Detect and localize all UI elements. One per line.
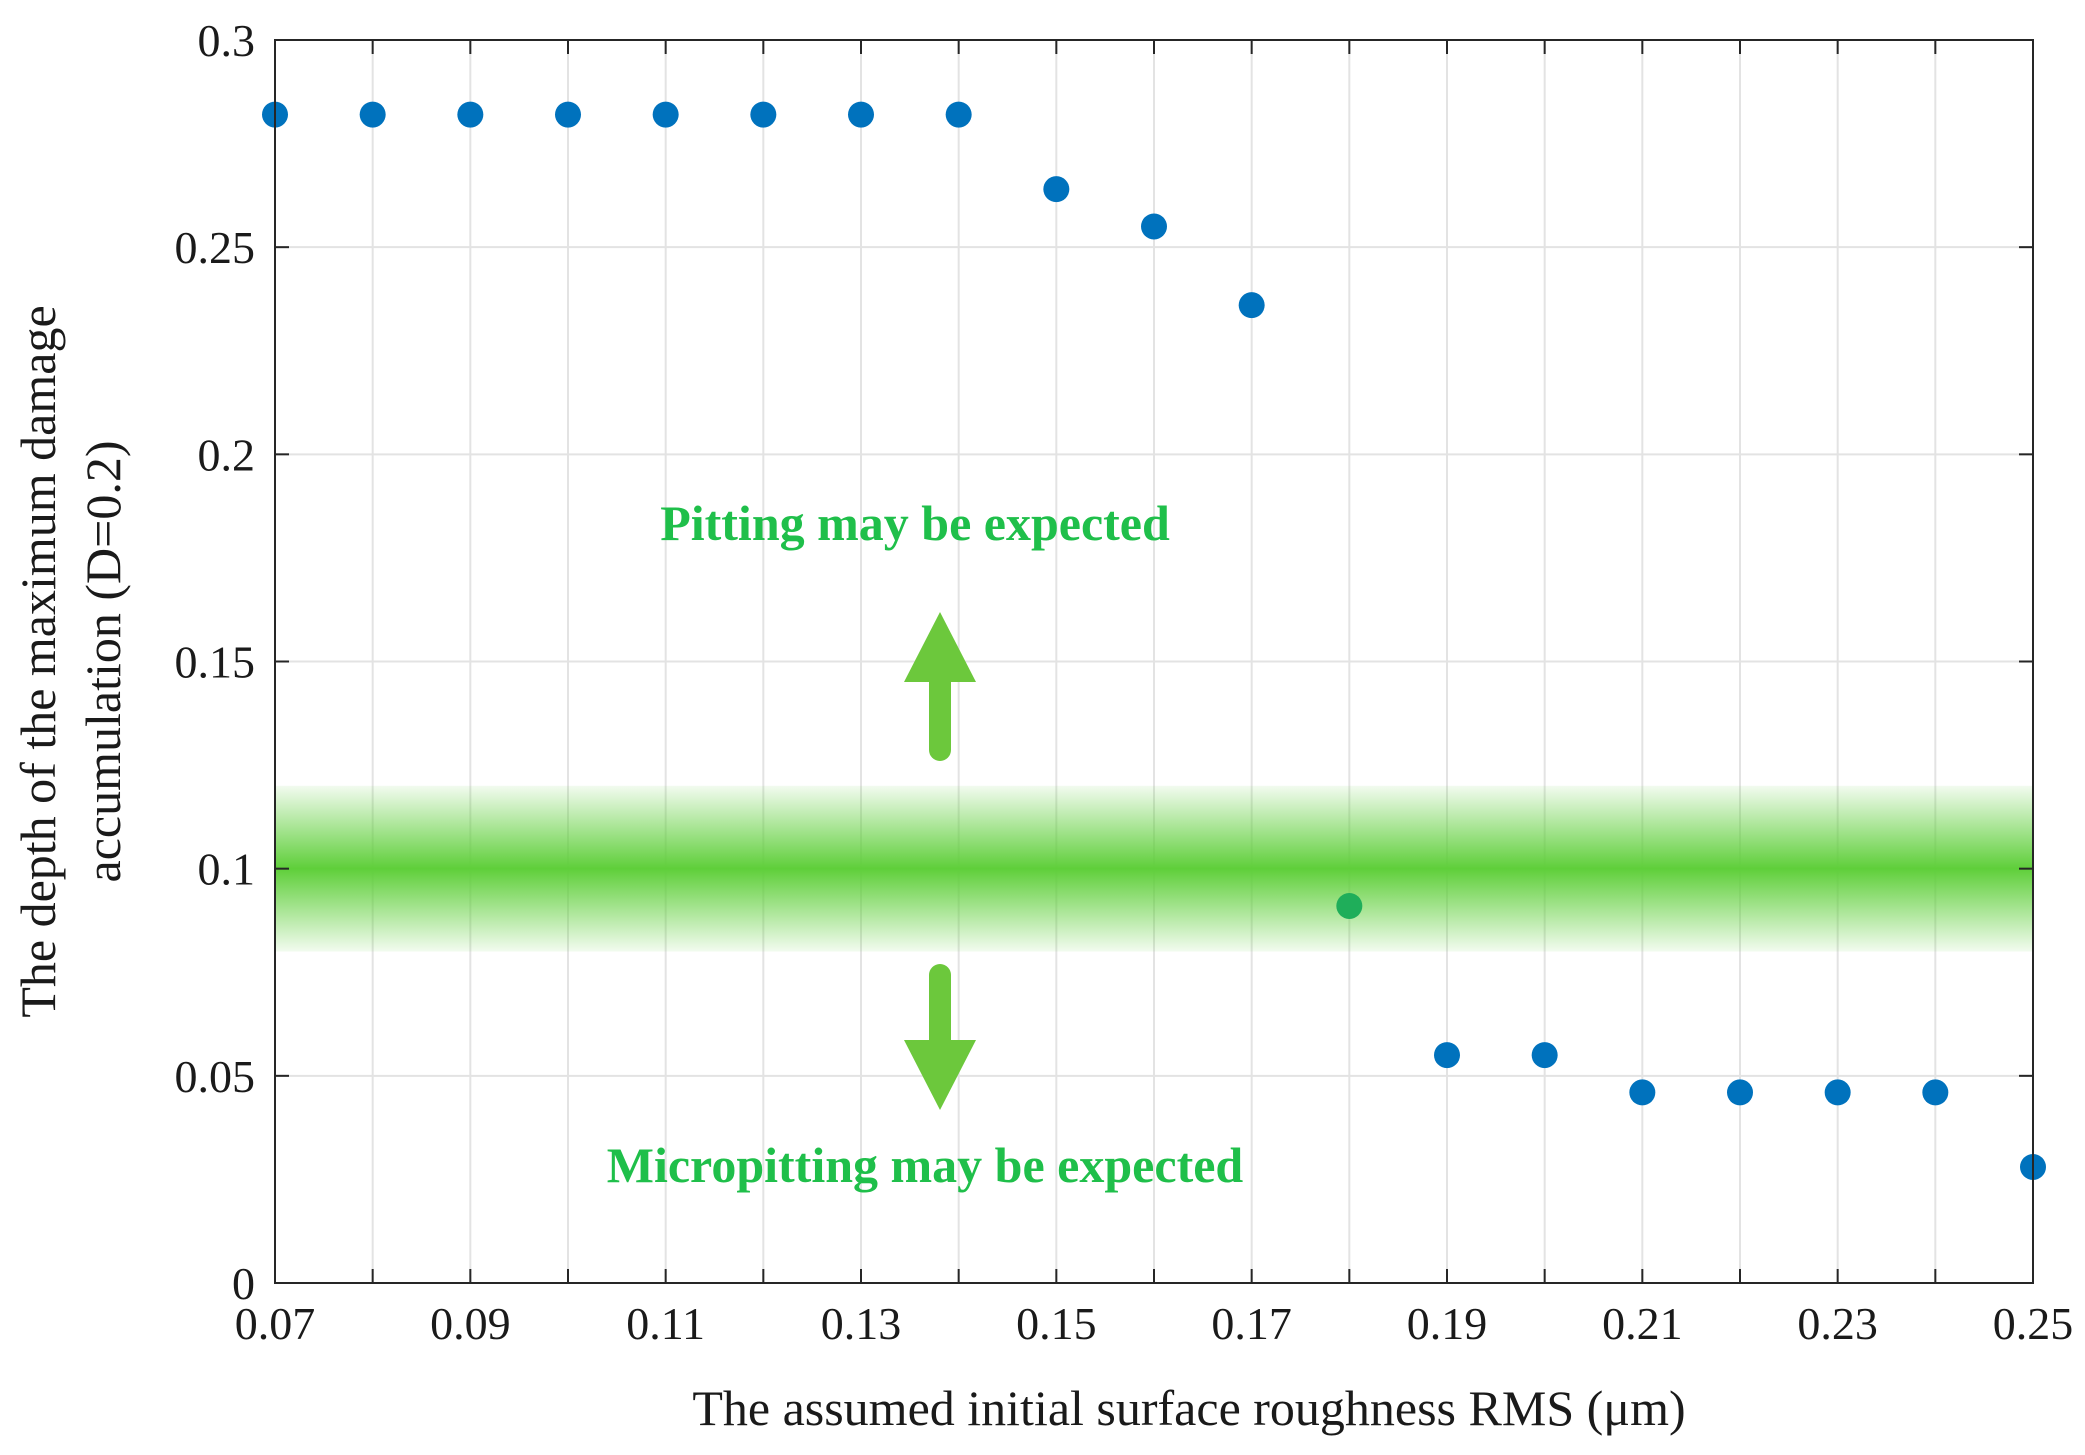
data-point: [945, 101, 972, 128]
arrows: [904, 612, 976, 1110]
x-tick-label: 0.25: [1993, 1298, 2074, 1349]
x-tick-label: 0.21: [1602, 1298, 1683, 1349]
y-tick-label: 0.1: [198, 844, 256, 895]
micropitting-annotation: Micropitting may be expected: [607, 1137, 1244, 1193]
data-point: [1238, 292, 1265, 319]
y-axis-title: The depth of the maximum damage accumula…: [10, 305, 131, 1017]
data-point: [1043, 176, 1070, 203]
tick-labels: 0.07 0.09 0.11 0.13 0.15 0.17 0.19 0.21 0.23 0.25…: [175, 15, 2074, 1349]
data-point: [652, 101, 679, 128]
x-tick-label: 0.17: [1211, 1298, 1292, 1349]
up-arrow-head: [904, 612, 976, 682]
x-tick-label: 0.07: [235, 1298, 316, 1349]
data-point: [750, 101, 777, 128]
x-tick-label: 0.19: [1407, 1298, 1488, 1349]
data-point: [1727, 1079, 1753, 1106]
y-tick-label: 0.3: [198, 15, 256, 66]
data-point: [1922, 1079, 1949, 1106]
x-axis-title: The assumed initial surface roughness RM…: [692, 1380, 1685, 1436]
data-point: [1629, 1079, 1656, 1106]
data-point: [848, 101, 874, 128]
highlight-data-point: [1336, 892, 1363, 919]
expected-damage-band: [275, 785, 2033, 952]
x-tick-label: 0.09: [430, 1298, 511, 1349]
data-point: [1531, 1042, 1558, 1069]
y-axis-title-line1: The depth of the maximum damage: [10, 305, 66, 1017]
data-point: [1141, 213, 1167, 240]
y-tick-label: 0: [232, 1258, 255, 1309]
y-axis-title-line2: accumulation (D=0.2): [75, 441, 131, 883]
data-point: [555, 101, 581, 128]
data-point: [1434, 1042, 1460, 1069]
down-arrow-head: [904, 1040, 976, 1110]
data-point: [457, 101, 484, 128]
x-tick-label: 0.13: [821, 1298, 902, 1349]
x-tick-label: 0.11: [626, 1298, 705, 1349]
y-tick-label: 0.05: [175, 1051, 256, 1102]
x-tick-label: 0.15: [1016, 1298, 1097, 1349]
data-point: [359, 101, 386, 128]
pitting-annotation: Pitting may be expected: [660, 495, 1170, 551]
x-tick-label: 0.23: [1797, 1298, 1878, 1349]
y-tick-label: 0.15: [175, 637, 256, 688]
data-point: [1824, 1079, 1851, 1106]
ticks: [274, 39, 2034, 1284]
y-tick-label: 0.25: [175, 222, 256, 273]
y-tick-label: 0.2: [198, 429, 256, 480]
